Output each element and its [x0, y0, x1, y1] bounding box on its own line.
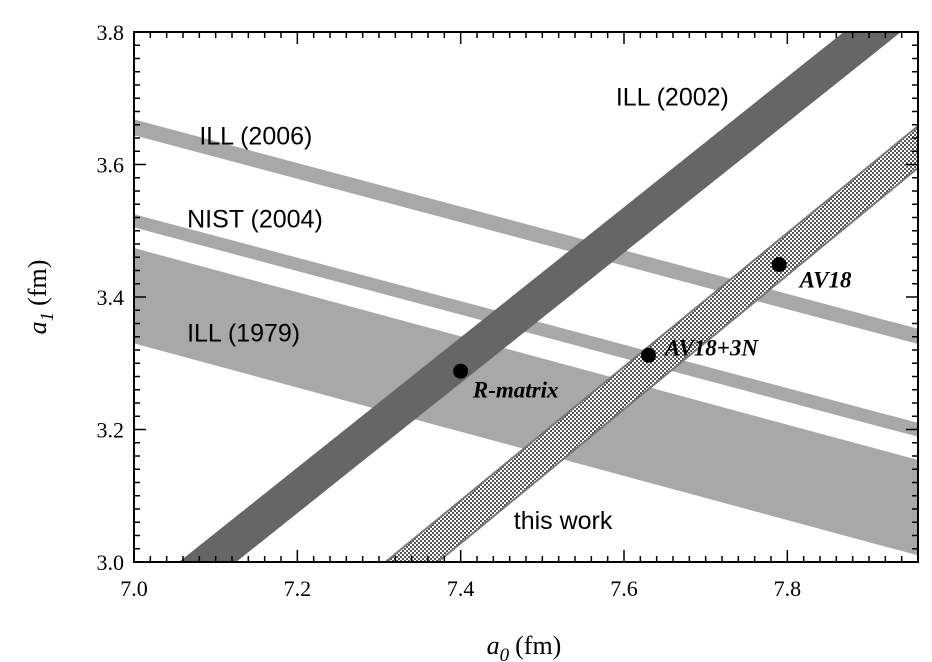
band-ill-1979 [134, 248, 918, 556]
points-layer: R-matrix AV18+3N AV18 [453, 257, 852, 403]
y-tick-label: 3.0 [97, 550, 125, 575]
y-tick-label: 3.6 [97, 153, 125, 178]
y-axis-title: a1(fm) [23, 260, 58, 335]
tick-labels-layer: 7.0 7.2 7.4 7.6 7.8 3.0 3.2 3.4 3.6 3.8 [97, 20, 802, 601]
x-axis-title: a0 (fm) [487, 631, 562, 662]
bands-layer [134, 32, 918, 562]
band-this-work [383, 124, 918, 562]
band-labels-layer: ILL (2006) NIST (2004) ILL (1979) ILL (2002… [187, 84, 729, 535]
x-tick-label: 7.8 [774, 576, 802, 601]
y-tick-label: 3.2 [97, 418, 125, 443]
point-r-matrix [453, 363, 469, 379]
band-label-ill-1979: ILL (1979) [187, 319, 300, 347]
x-tick-label: 7.2 [284, 576, 312, 601]
point-av18-3n [641, 347, 656, 363]
point-label-r-matrix: R-matrix [472, 378, 559, 403]
point-av18 [771, 257, 787, 273]
point-label-av18: AV18 [798, 268, 852, 293]
band-label-nist-2004: NIST (2004) [187, 205, 323, 233]
band-label-ill-2002: ILL (2002) [616, 84, 729, 112]
x-tick-label: 7.6 [610, 576, 638, 601]
band-label-this-work: this work [514, 507, 613, 535]
x-tick-label: 7.0 [120, 576, 148, 601]
x-tick-label: 7.4 [447, 576, 475, 601]
band-label-ill-2006: ILL (2006) [199, 123, 312, 151]
y-tick-label: 3.4 [97, 285, 125, 310]
ticks-layer [133, 31, 919, 563]
band-ill-2002 [178, 32, 901, 562]
y-tick-label: 3.8 [97, 20, 125, 45]
point-label-av18-3n: AV18+3N [663, 335, 760, 360]
